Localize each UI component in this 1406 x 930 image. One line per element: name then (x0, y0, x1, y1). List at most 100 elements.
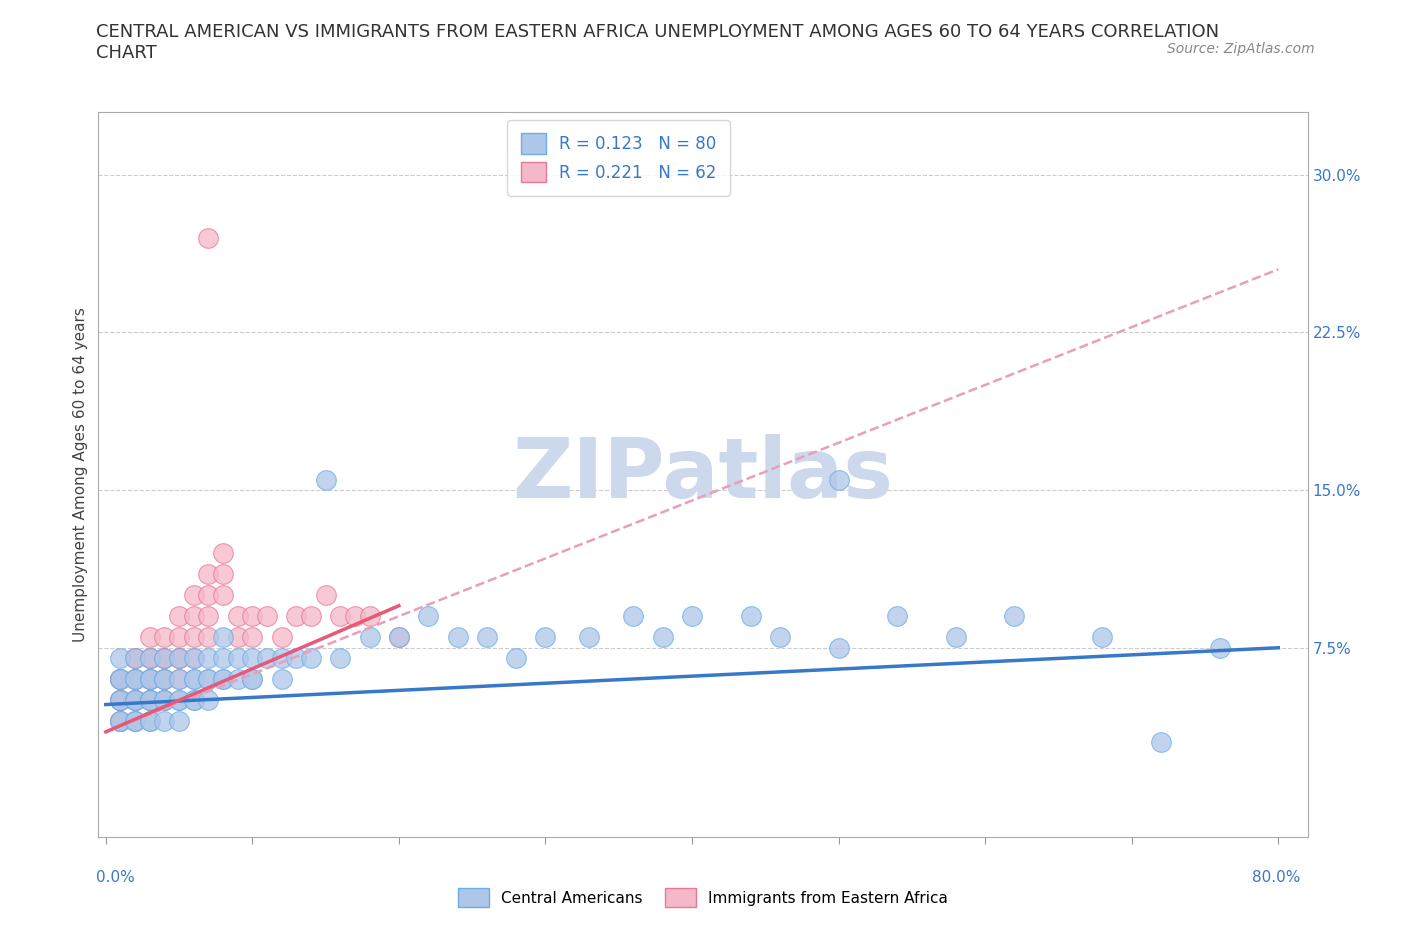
Point (197, 231, 219, 246)
Point (110, 671, 132, 686)
Point (240, 651, 263, 666)
Point (167, 630, 190, 644)
Point (138, 671, 160, 686)
Point (138, 671, 160, 686)
Point (212, 671, 235, 686)
Point (124, 714, 146, 729)
Point (110, 671, 132, 686)
Point (183, 651, 205, 666)
Point (226, 671, 249, 686)
Point (1150, 735, 1173, 750)
Point (197, 651, 219, 666)
Point (124, 671, 146, 686)
Point (110, 693, 132, 708)
Point (183, 588, 205, 603)
Point (167, 651, 190, 666)
Y-axis label: Unemployment Among Ages 60 to 64 years: Unemployment Among Ages 60 to 64 years (73, 307, 89, 642)
Point (124, 693, 146, 708)
Point (212, 566, 235, 581)
Point (240, 671, 263, 686)
Point (388, 630, 411, 644)
Point (359, 609, 381, 624)
Point (359, 630, 381, 644)
Point (167, 671, 190, 686)
Point (124, 671, 146, 686)
Point (226, 609, 249, 624)
Point (138, 651, 160, 666)
Point (167, 651, 190, 666)
Point (578, 630, 600, 644)
Point (212, 671, 235, 686)
Text: CENTRAL AMERICAN VS IMMIGRANTS FROM EASTERN AFRICA UNEMPLOYMENT AMONG AGES 60 TO: CENTRAL AMERICAN VS IMMIGRANTS FROM EAST… (96, 23, 1219, 62)
Point (475, 630, 498, 644)
Point (827, 641, 849, 656)
Point (183, 671, 205, 686)
Point (138, 651, 160, 666)
Point (197, 630, 219, 644)
Point (505, 651, 527, 666)
Legend: Central Americans, Immigrants from Eastern Africa: Central Americans, Immigrants from Easte… (451, 883, 955, 913)
Point (212, 630, 235, 644)
Point (256, 609, 278, 624)
Point (124, 651, 146, 666)
Point (153, 714, 176, 729)
Point (110, 671, 132, 686)
Point (651, 630, 673, 644)
Point (886, 609, 908, 624)
Point (124, 693, 146, 708)
Point (1091, 630, 1114, 644)
Point (153, 651, 176, 666)
Point (153, 651, 176, 666)
Point (110, 671, 132, 686)
Point (124, 671, 146, 686)
Point (183, 671, 205, 686)
Point (153, 693, 176, 708)
Point (197, 566, 219, 581)
Point (110, 671, 132, 686)
Text: 80.0%: 80.0% (1253, 870, 1301, 884)
Point (197, 609, 219, 624)
Point (329, 609, 352, 624)
Point (138, 671, 160, 686)
Point (226, 630, 249, 644)
Point (124, 693, 146, 708)
Point (534, 630, 557, 644)
Point (124, 671, 146, 686)
Point (153, 693, 176, 708)
Point (285, 651, 308, 666)
Point (769, 630, 792, 644)
Point (183, 630, 205, 644)
Point (138, 630, 160, 644)
Point (153, 693, 176, 708)
Point (138, 714, 160, 729)
Point (418, 609, 440, 624)
Point (153, 671, 176, 686)
Point (212, 588, 235, 603)
Point (138, 651, 160, 666)
Point (343, 609, 366, 624)
Point (183, 693, 205, 708)
Point (315, 472, 337, 487)
Point (256, 651, 278, 666)
Point (1004, 609, 1026, 624)
Point (124, 714, 146, 729)
Point (138, 693, 160, 708)
Point (110, 714, 132, 729)
Point (110, 693, 132, 708)
Point (240, 609, 263, 624)
Point (388, 630, 411, 644)
Point (167, 671, 190, 686)
Point (270, 651, 292, 666)
Point (110, 693, 132, 708)
Point (226, 651, 249, 666)
Point (315, 588, 337, 603)
Point (153, 671, 176, 686)
Point (167, 714, 190, 729)
Point (138, 693, 160, 708)
Point (299, 651, 322, 666)
Point (197, 671, 219, 686)
Point (740, 609, 762, 624)
Point (167, 651, 190, 666)
Legend: R = 0.123   N = 80, R = 0.221   N = 62: R = 0.123 N = 80, R = 0.221 N = 62 (508, 120, 730, 195)
Point (270, 671, 292, 686)
